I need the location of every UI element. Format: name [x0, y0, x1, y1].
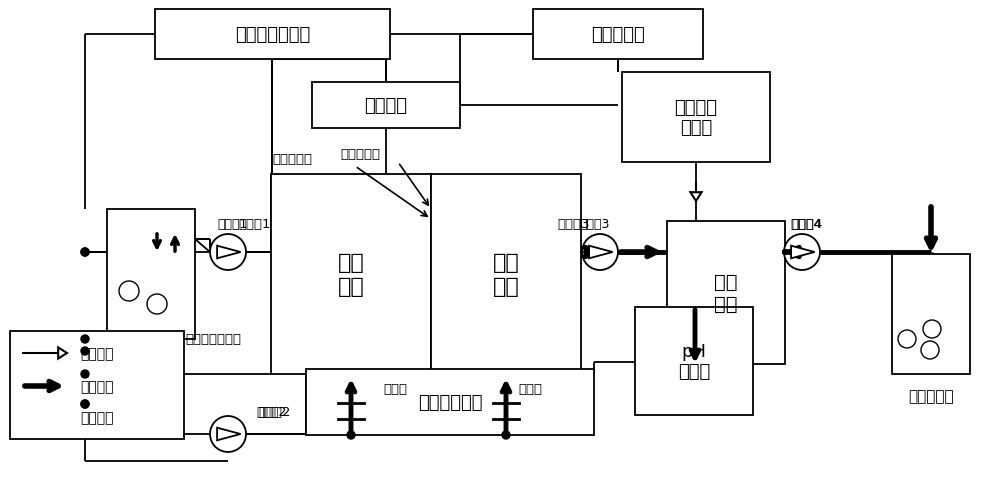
Text: 酸性电位水出口: 酸性电位水出口: [185, 333, 241, 346]
Circle shape: [210, 416, 246, 452]
Text: 气流方向: 气流方向: [80, 346, 114, 360]
Bar: [155, 10, 390, 60]
Text: 蠕动泵4: 蠕动泵4: [792, 218, 822, 231]
Polygon shape: [217, 428, 241, 440]
Polygon shape: [58, 348, 67, 359]
Bar: [533, 10, 703, 60]
Circle shape: [921, 341, 939, 359]
Bar: [635, 307, 753, 415]
Bar: [312, 83, 460, 129]
Bar: [431, 175, 581, 374]
Circle shape: [81, 348, 89, 355]
Circle shape: [147, 294, 167, 314]
Circle shape: [347, 431, 355, 439]
Text: 单向阀: 单向阀: [518, 383, 542, 396]
Circle shape: [119, 281, 139, 302]
Bar: [107, 210, 195, 339]
Bar: [10, 332, 184, 439]
Text: 蠕动泵2: 蠕动泵2: [256, 406, 286, 419]
Circle shape: [898, 330, 916, 348]
Circle shape: [81, 400, 89, 408]
Text: pH
监测器: pH 监测器: [678, 342, 710, 380]
Text: 电解电极: 电解电极: [364, 97, 408, 115]
Circle shape: [210, 235, 246, 271]
Circle shape: [81, 400, 89, 408]
Polygon shape: [690, 193, 702, 201]
Text: 混合
腔室: 混合 腔室: [714, 272, 738, 313]
Text: 蠕动泵3: 蠕动泵3: [580, 218, 610, 231]
Bar: [622, 73, 770, 163]
Text: 阴极
腔室: 阴极 腔室: [493, 253, 519, 296]
Polygon shape: [791, 246, 815, 259]
Text: 离子交换膜: 离子交换膜: [272, 153, 312, 166]
Bar: [306, 369, 594, 435]
Bar: [667, 222, 785, 364]
Circle shape: [81, 335, 89, 343]
Circle shape: [582, 235, 618, 271]
Text: 蠕动泵1: 蠕动泵1: [238, 218, 270, 231]
Text: 监测与控制电路: 监测与控制电路: [235, 26, 310, 44]
Circle shape: [923, 320, 941, 338]
Text: 活化水出口: 活化水出口: [908, 389, 954, 404]
Bar: [892, 255, 970, 374]
Text: 水流方向: 水流方向: [80, 379, 114, 393]
Text: 水溶液存储箱: 水溶液存储箱: [418, 393, 482, 411]
Text: 蠕动泵4: 蠕动泵4: [791, 218, 823, 231]
Circle shape: [784, 235, 820, 271]
Circle shape: [81, 370, 89, 378]
Polygon shape: [217, 246, 241, 259]
Text: 等离子体
发生器: 等离子体 发生器: [674, 98, 718, 137]
Circle shape: [81, 248, 89, 257]
Bar: [271, 175, 431, 374]
Text: 阳极
腔室: 阳极 腔室: [338, 253, 364, 296]
Circle shape: [81, 248, 89, 257]
Text: 电气连接: 电气连接: [80, 410, 114, 424]
Circle shape: [502, 431, 510, 439]
Text: 离子交换膜: 离子交换膜: [340, 148, 380, 161]
Text: 蠕动泵3: 蠕动泵3: [558, 218, 590, 231]
Text: 功率控制器: 功率控制器: [591, 26, 645, 44]
Polygon shape: [589, 246, 613, 259]
Text: 蠕动泵2: 蠕动泵2: [258, 406, 290, 419]
Text: 单向阀: 单向阀: [383, 383, 407, 396]
Text: 蠕动泵1: 蠕动泵1: [218, 218, 248, 231]
